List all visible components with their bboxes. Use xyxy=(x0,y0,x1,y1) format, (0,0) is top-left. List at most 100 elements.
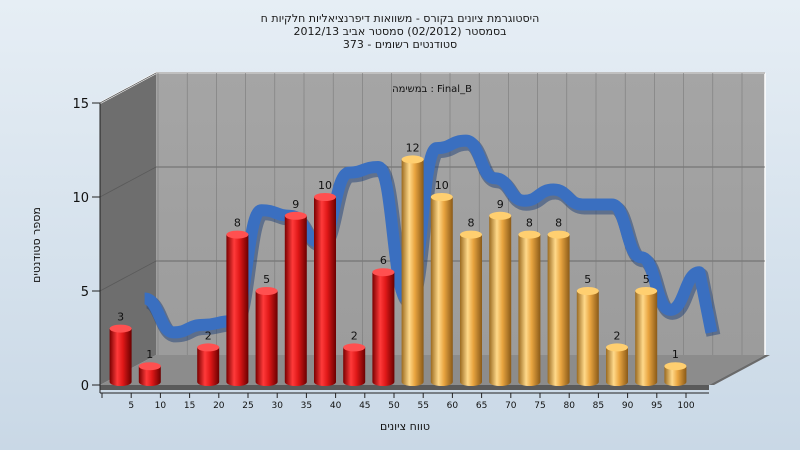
gridline-h xyxy=(99,72,765,104)
y-tick-label: 15 xyxy=(72,97,89,112)
bar-body xyxy=(226,234,249,386)
bar-body xyxy=(635,291,658,386)
bars xyxy=(109,155,687,387)
data-label: 2 xyxy=(351,329,358,342)
bar-body xyxy=(664,366,687,386)
bar-70 xyxy=(489,211,512,386)
x-tick-label: 35 xyxy=(301,401,312,411)
bar-body xyxy=(372,272,395,386)
bar-40 xyxy=(314,193,336,386)
x-tick-label: 95 xyxy=(651,401,662,411)
bar-top xyxy=(489,211,512,220)
y-tick-label: 0 xyxy=(81,379,89,394)
data-label: 5 xyxy=(263,273,270,286)
bar-body xyxy=(197,347,220,386)
bar-60 xyxy=(430,193,453,386)
floor-front-edge xyxy=(100,385,709,390)
bar-body xyxy=(606,347,628,386)
back-wall xyxy=(156,73,765,355)
x-tick-label: 5 xyxy=(128,401,134,411)
x-axis-label: טווח ציונים xyxy=(380,420,430,433)
bar-75 xyxy=(518,230,541,386)
bar-top xyxy=(460,230,482,239)
bar-top xyxy=(430,193,453,201)
bar-top xyxy=(576,287,599,295)
x-tick-label: 85 xyxy=(593,401,604,411)
data-label: 10 xyxy=(318,179,332,192)
bar-top xyxy=(226,230,249,239)
x-tick-label: 50 xyxy=(388,401,400,411)
bar-body xyxy=(460,234,482,386)
bar-top xyxy=(664,362,687,371)
data-label: 8 xyxy=(555,217,562,230)
x-tick-label: 45 xyxy=(359,401,370,411)
data-label: 5 xyxy=(643,273,650,286)
bar-65 xyxy=(460,230,482,386)
bar-80 xyxy=(547,230,570,386)
bar-top xyxy=(547,230,570,239)
x-tick-label: 55 xyxy=(417,401,428,411)
data-label: 9 xyxy=(497,198,504,211)
bar-body xyxy=(343,347,366,386)
x-tick-label: 60 xyxy=(447,401,459,411)
x-tick-label: 20 xyxy=(213,401,225,411)
bar-top xyxy=(255,287,278,295)
data-label: 1 xyxy=(146,348,153,361)
bar-30 xyxy=(255,287,278,386)
x-tick-label: 70 xyxy=(505,401,517,411)
x-tick-label: 90 xyxy=(622,401,634,411)
x-tick-label: 25 xyxy=(242,401,253,411)
gridline-h xyxy=(99,166,765,198)
chart-title-line-3: 373 - סטודנטים רשומים xyxy=(343,38,457,51)
bar-body xyxy=(401,159,424,386)
bar-top xyxy=(284,211,307,220)
floor-right-edge xyxy=(709,355,770,385)
bar-body xyxy=(547,234,570,386)
bar-top xyxy=(606,343,628,352)
bar-top xyxy=(314,193,336,201)
bar-body xyxy=(314,197,336,386)
data-label: 9 xyxy=(292,198,299,211)
bar-90 xyxy=(606,343,628,386)
data-label: 10 xyxy=(435,179,449,192)
data-label: 5 xyxy=(584,273,591,286)
data-label: 2 xyxy=(205,329,212,342)
bar-top xyxy=(372,268,395,277)
y-tick-label: 5 xyxy=(81,285,89,300)
bar-35 xyxy=(284,211,307,386)
bar-55 xyxy=(401,155,424,386)
x-tick-label: 10 xyxy=(155,401,167,411)
bar-top xyxy=(197,343,220,352)
legend-text: במשימה : Final_B xyxy=(392,84,472,95)
x-tick-label: 15 xyxy=(184,401,195,411)
data-label: 2 xyxy=(614,329,621,342)
data-label: 8 xyxy=(526,217,533,230)
bar-body xyxy=(489,215,512,386)
chart-title-line-2: בסמסטר (02/2012) סמסטר אביב 2012/13 xyxy=(293,25,506,38)
bar-50 xyxy=(372,268,395,386)
bar-20 xyxy=(197,343,220,386)
left-wall xyxy=(100,73,156,385)
data-label: 12 xyxy=(406,141,420,154)
bar-95 xyxy=(635,287,658,386)
data-label: 8 xyxy=(234,217,241,230)
chart-title-line-1: היסטוגרמת ציונים בקורס - משוואות דיפרנצי… xyxy=(261,12,540,25)
x-tick-label: 40 xyxy=(330,401,342,411)
data-label: 3 xyxy=(117,311,124,324)
bar-body xyxy=(576,291,599,386)
bar-top xyxy=(343,343,366,352)
data-label: 8 xyxy=(468,217,475,230)
x-tick-label: 65 xyxy=(476,401,487,411)
bar-body xyxy=(138,366,161,386)
bar-85 xyxy=(576,287,599,386)
bar-top xyxy=(109,324,132,333)
bar-body xyxy=(109,328,132,387)
y-axis-label: מספר סטודנטים xyxy=(30,207,43,283)
bar-5 xyxy=(109,324,132,387)
bar-top xyxy=(401,155,424,164)
data-label: 1 xyxy=(672,348,679,361)
bar-10 xyxy=(138,362,161,386)
